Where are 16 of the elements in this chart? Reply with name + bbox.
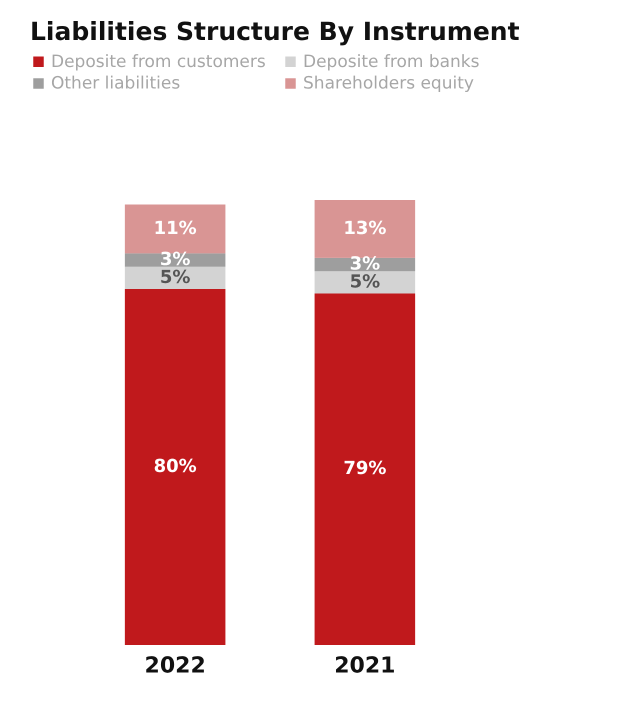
x-tick-label: 2022 [144,654,206,678]
legend-label: Deposite from banks [303,52,480,72]
x-tick-label: 2021 [334,654,396,678]
bar [314,271,416,294]
data-label: 13% [343,218,386,239]
bar [314,293,416,645]
bar [124,204,226,254]
data-label: 80% [154,456,197,477]
legend-label: Shareholders equity [303,74,474,94]
chart-title: Liabilities Structure By Instrument [30,17,520,46]
legend-label: Deposite from customers [51,52,266,72]
bar [314,200,416,258]
data-label: 79% [343,458,386,480]
bar [124,289,226,645]
legend-label: Other liabilities [51,74,180,94]
data-label: 11% [154,218,197,239]
